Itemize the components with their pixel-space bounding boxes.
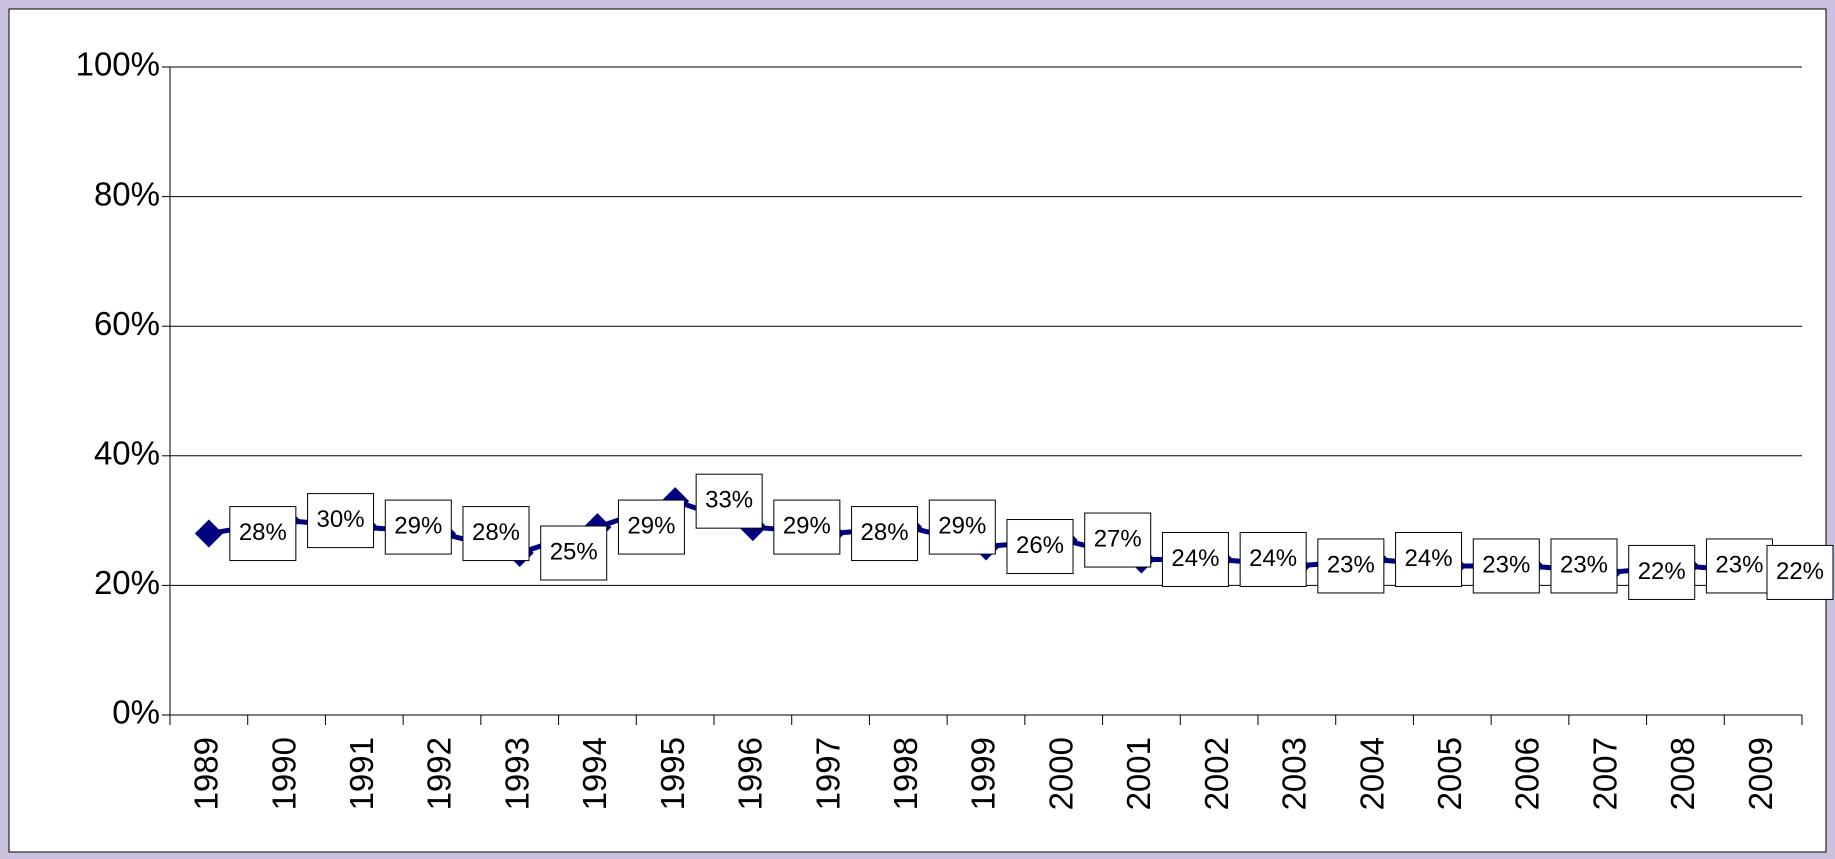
data-label: 26% xyxy=(1016,532,1064,559)
y-tick-label: 40% xyxy=(94,435,160,472)
data-label: 23% xyxy=(1560,551,1608,578)
data-label: 22% xyxy=(1776,558,1824,585)
data-label-box xyxy=(540,525,608,581)
data-label: 27% xyxy=(1094,525,1142,552)
data-label: 29% xyxy=(783,512,831,539)
data-label-box xyxy=(1550,538,1618,594)
x-tick-label: 1990 xyxy=(265,737,302,810)
data-label: 23% xyxy=(1715,551,1763,578)
y-tick-label: 0% xyxy=(112,694,160,731)
data-label: 33% xyxy=(705,487,753,514)
data-label: 25% xyxy=(550,538,598,565)
data-label: 23% xyxy=(1482,551,1530,578)
data-label-box xyxy=(1395,531,1463,587)
x-tick-label: 1999 xyxy=(965,737,1002,810)
data-label-box xyxy=(1766,544,1834,600)
x-tick-label: 2000 xyxy=(1042,737,1079,810)
data-label-box xyxy=(1161,531,1229,587)
x-tick-label: 1994 xyxy=(576,737,613,810)
x-tick-label: 1997 xyxy=(809,737,846,810)
data-label: 29% xyxy=(938,512,986,539)
x-tick-label: 2003 xyxy=(1276,737,1313,810)
y-tick-label: 60% xyxy=(94,305,160,342)
data-label-box xyxy=(928,499,996,555)
data-label-box xyxy=(695,473,763,529)
x-tick-label: 1998 xyxy=(887,737,924,810)
x-tick-label: 1992 xyxy=(421,737,458,810)
data-label-box xyxy=(1006,519,1074,575)
x-tick-label: 1989 xyxy=(188,737,225,810)
data-label-box xyxy=(1705,538,1773,594)
y-tick-label: 100% xyxy=(76,46,160,83)
data-label: 23% xyxy=(1327,551,1375,578)
data-label-box xyxy=(773,499,841,555)
data-label: 22% xyxy=(1638,558,1686,585)
data-label-box xyxy=(1472,538,1540,594)
data-label: 24% xyxy=(1405,545,1453,572)
data-label-box xyxy=(384,499,452,555)
y-tick-label: 20% xyxy=(94,564,160,601)
plot-panel xyxy=(8,8,1827,853)
data-label: 28% xyxy=(472,519,520,546)
x-tick-label: 2009 xyxy=(1742,737,1779,810)
marker xyxy=(194,519,223,548)
data-label: 28% xyxy=(861,519,909,546)
data-label-box xyxy=(462,506,530,562)
data-label: 29% xyxy=(627,512,675,539)
data-label-box xyxy=(1317,538,1385,594)
x-tick-label: 2002 xyxy=(1198,737,1235,810)
data-label-box xyxy=(307,493,375,549)
x-tick-label: 2005 xyxy=(1431,737,1468,810)
data-label-box xyxy=(851,506,919,562)
data-label: 24% xyxy=(1249,545,1297,572)
data-label: 29% xyxy=(394,512,442,539)
data-label-box xyxy=(1084,512,1152,568)
data-label: 30% xyxy=(317,506,365,533)
x-tick-label: 2004 xyxy=(1353,737,1390,810)
x-tick-label: 2008 xyxy=(1664,737,1701,810)
x-tick-label: 1995 xyxy=(654,737,691,810)
data-label-box xyxy=(1628,544,1696,600)
data-label-box xyxy=(229,506,297,562)
x-tick-label: 2006 xyxy=(1509,737,1546,810)
y-tick-label: 80% xyxy=(94,175,160,212)
data-label-box xyxy=(617,499,685,555)
data-label: 24% xyxy=(1171,545,1219,572)
data-label: 28% xyxy=(239,519,287,546)
x-tick-label: 1991 xyxy=(343,737,380,810)
x-tick-label: 1996 xyxy=(732,737,769,810)
x-tick-label: 2007 xyxy=(1586,737,1623,810)
x-tick-label: 2001 xyxy=(1120,737,1157,810)
x-tick-label: 1993 xyxy=(498,737,535,810)
data-label-box xyxy=(1239,531,1307,587)
